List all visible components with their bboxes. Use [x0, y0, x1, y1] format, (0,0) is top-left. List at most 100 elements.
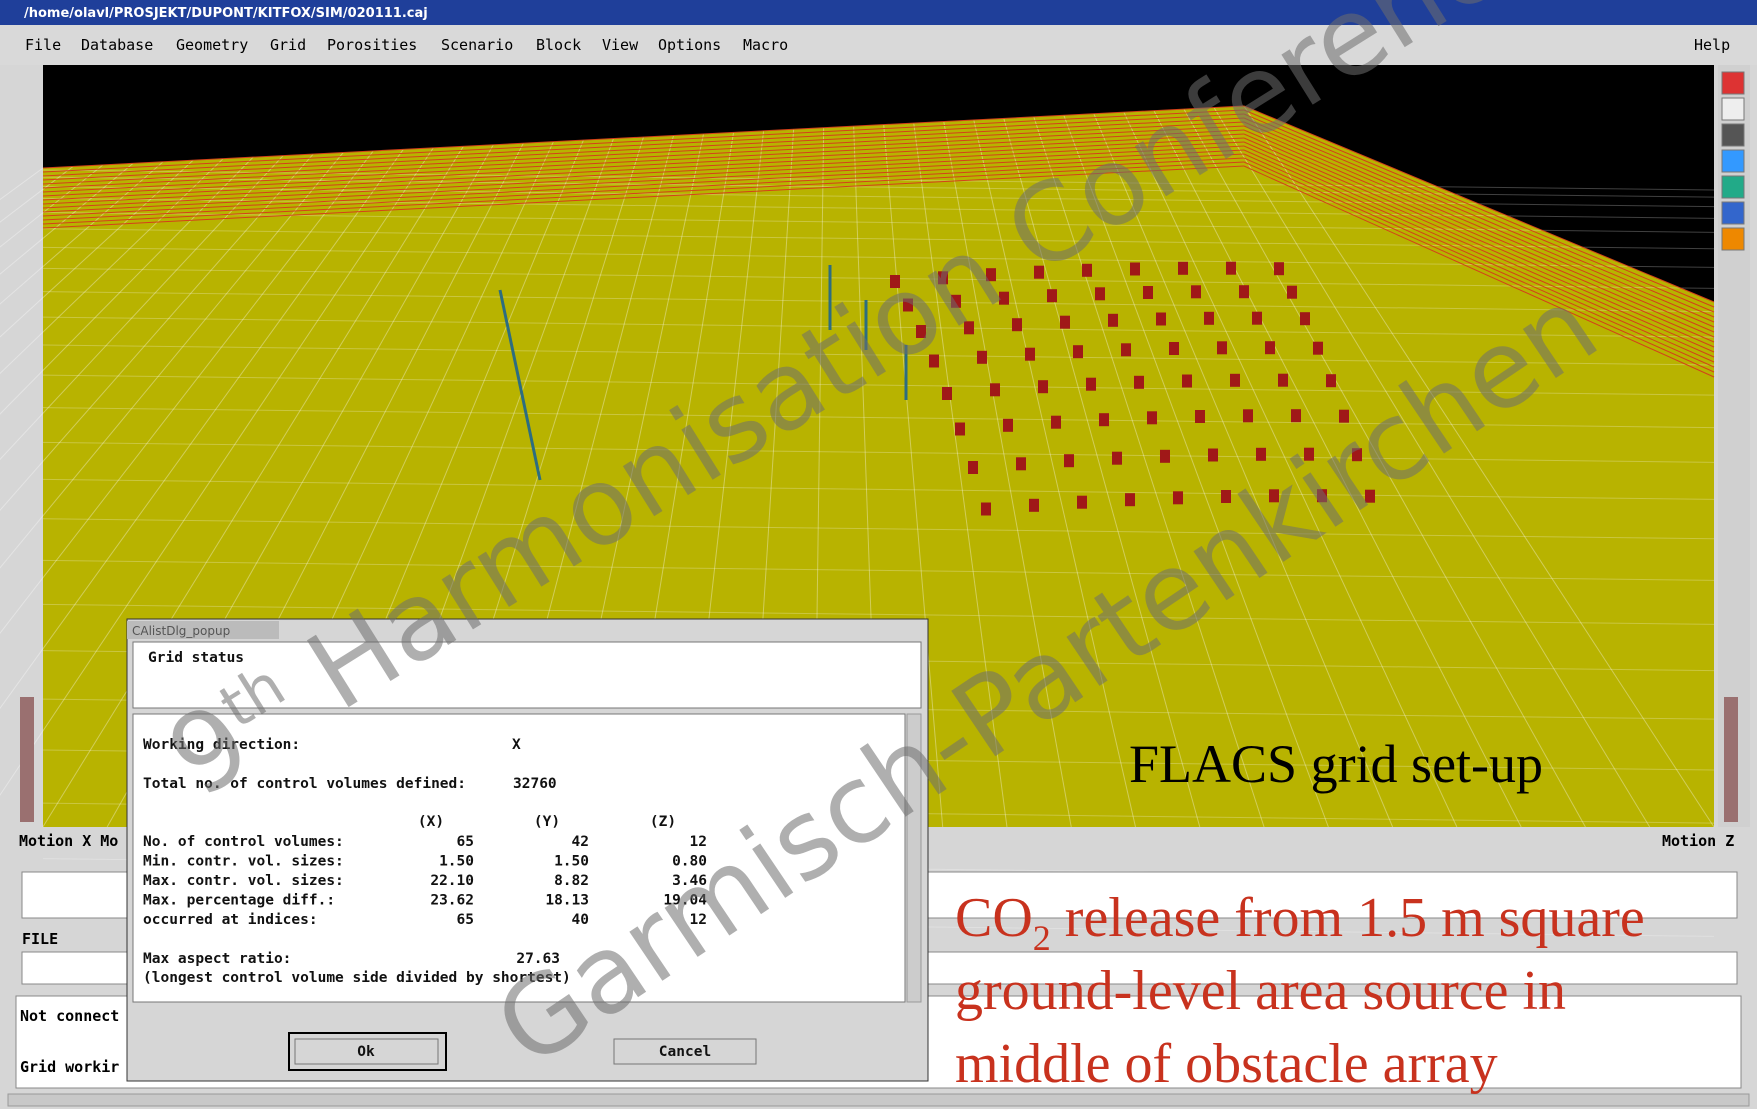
- obstacle: [1073, 345, 1083, 358]
- obstacle: [1217, 341, 1227, 354]
- obstacle: [1108, 314, 1118, 327]
- obstacle: [1230, 374, 1240, 387]
- obstacle: [1060, 316, 1070, 329]
- menu-item[interactable]: Database: [81, 36, 153, 54]
- tool-button[interactable]: [1722, 150, 1744, 172]
- obstacle: [1178, 262, 1188, 275]
- message: Grid workir: [20, 1058, 119, 1076]
- obstacle: [1208, 449, 1218, 462]
- obstacle: [1278, 374, 1288, 387]
- menu-item[interactable]: Grid: [270, 36, 306, 54]
- menu-item[interactable]: Block: [536, 36, 581, 54]
- menu-item[interactable]: Porosities: [327, 36, 417, 54]
- obstacle: [1016, 457, 1026, 470]
- dialog-heading: Grid status: [148, 650, 244, 666]
- obstacle: [1252, 312, 1262, 325]
- menu-bar: [0, 25, 1757, 65]
- file-label: FILE: [22, 930, 58, 948]
- cell: 65: [457, 834, 474, 850]
- row-label: No. of control volumes:: [143, 834, 344, 850]
- menu-item[interactable]: View: [602, 36, 639, 54]
- window-title: /home/olavl/PROSJEKT/DUPONT/KITFOX/SIM/0…: [24, 6, 428, 21]
- cell: 18.13: [545, 893, 589, 909]
- menu-item[interactable]: Geometry: [176, 36, 248, 54]
- column-header: (X): [418, 814, 444, 830]
- obstacle: [955, 423, 965, 436]
- obstacle: [1121, 343, 1131, 356]
- obstacle: [1243, 409, 1253, 422]
- motion-z-label: Motion Z: [1662, 832, 1734, 850]
- obstacle: [1274, 262, 1284, 275]
- annotation-part: CO: [955, 887, 1033, 949]
- screen: /home/olavl/PROSJEKT/DUPONT/KITFOX/SIM/0…: [0, 0, 1757, 1109]
- obstacle: [977, 351, 987, 364]
- column-header: (Z): [650, 814, 676, 830]
- obstacle: [1099, 413, 1109, 426]
- tool-button[interactable]: [1722, 202, 1744, 224]
- row-label: Min. contr. vol. sizes:: [143, 854, 344, 870]
- menu-help[interactable]: Help: [1694, 36, 1730, 54]
- slider[interactable]: [20, 697, 34, 822]
- tool-button[interactable]: [1722, 124, 1744, 146]
- row-label: Max. contr. vol. sizes:: [143, 873, 344, 889]
- obstacle: [1313, 342, 1323, 355]
- cell: 42: [572, 834, 589, 850]
- column-header: (Y): [534, 814, 560, 830]
- obstacle: [1003, 419, 1013, 432]
- scrollbar[interactable]: [8, 1094, 1749, 1106]
- obstacle: [1182, 375, 1192, 388]
- cell: 8.82: [554, 873, 589, 889]
- slider[interactable]: [1724, 697, 1738, 822]
- menu-item[interactable]: Options: [658, 36, 721, 54]
- menu-item[interactable]: File: [25, 36, 61, 54]
- annotation: CO2 release from 1.5 m square: [955, 887, 1645, 958]
- obstacle: [968, 461, 978, 474]
- obstacle: [1077, 496, 1087, 509]
- page: /home/olavl/PROSJEKT/DUPONT/KITFOX/SIM/0…: [0, 0, 1757, 1109]
- obstacle: [1112, 452, 1122, 465]
- obstacle: [1125, 493, 1135, 506]
- obstacle: [1239, 285, 1249, 298]
- ok-label[interactable]: Ok: [357, 1044, 375, 1060]
- cancel-label[interactable]: Cancel: [659, 1044, 711, 1060]
- annotation-subscript: 2: [1033, 918, 1051, 958]
- obstacle: [1130, 263, 1140, 276]
- obstacle: [1086, 378, 1096, 391]
- message: Not connect: [20, 1007, 119, 1025]
- row-label: Max. percentage diff.:: [143, 893, 335, 909]
- obstacle: [1051, 416, 1061, 429]
- obstacle: [1291, 409, 1301, 422]
- obstacle: [1195, 410, 1205, 423]
- cell: 65: [457, 912, 474, 928]
- tool-button[interactable]: [1722, 98, 1744, 120]
- obstacle: [1173, 491, 1183, 504]
- obstacle: [1191, 285, 1201, 298]
- obstacle: [981, 503, 991, 516]
- menu-item[interactable]: Macro: [743, 36, 788, 54]
- obstacle: [1134, 376, 1144, 389]
- obstacle: [1064, 454, 1074, 467]
- cell: 1.50: [554, 854, 589, 870]
- tool-button[interactable]: [1722, 176, 1744, 198]
- obstacle: [1147, 411, 1157, 424]
- obstacle: [1287, 286, 1297, 299]
- cell: 23.62: [430, 893, 474, 909]
- label: Max aspect ratio:: [143, 951, 291, 967]
- annotation: ground-level area source in: [955, 960, 1566, 1022]
- obstacle: [1095, 287, 1105, 300]
- annotation: middle of obstacle array: [955, 1033, 1498, 1095]
- tool-button[interactable]: [1722, 228, 1744, 250]
- obstacle: [942, 387, 952, 400]
- obstacle: [1300, 312, 1310, 325]
- obstacle: [1226, 262, 1236, 275]
- obstacle: [1029, 499, 1039, 512]
- menu-item[interactable]: Scenario: [441, 36, 513, 54]
- obstacle: [1169, 342, 1179, 355]
- annotation: FLACS grid set-up: [1129, 734, 1543, 794]
- obstacle: [1204, 312, 1214, 325]
- cell: 1.50: [439, 854, 474, 870]
- tool-button[interactable]: [1722, 72, 1744, 94]
- obstacle: [1265, 341, 1275, 354]
- motion-x-label: Motion X Mo: [19, 832, 118, 850]
- obstacle: [990, 383, 1000, 396]
